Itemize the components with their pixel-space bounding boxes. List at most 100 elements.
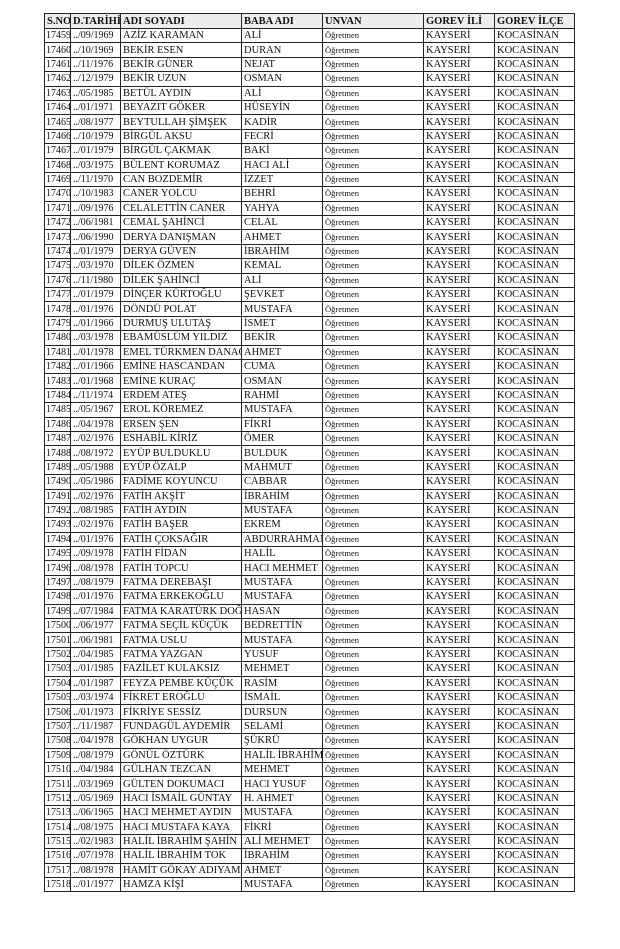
cell-sno: 17507 [44, 718, 71, 735]
cell-birth-date: ../02/1976 [70, 430, 121, 447]
cell-name: FİKRİYE SESSİZ [120, 704, 242, 720]
table-row: 17515 ../02/1983 HALİL İBRAHİM ŞAHİN ALİ ME… [44, 833, 575, 850]
cell-sno: 17484 [44, 387, 71, 404]
cell-father-name: MUSTAFA [241, 877, 323, 893]
cell-name: FATMA KARATÜRK DOĞRU [120, 603, 242, 620]
cell-birth-date: ../05/1988 [70, 459, 121, 476]
cell-district: KOCASİNAN [494, 862, 575, 879]
cell-name: GÜLTEN DOKUMACI [120, 776, 242, 792]
cell-sno: 17518 [44, 877, 71, 893]
cell-district: KOCASİNAN [494, 618, 575, 634]
cell-birth-date: ../10/1983 [70, 186, 121, 202]
cell-birth-date: ../05/1967 [70, 402, 121, 418]
cell-father-name: ALİ [241, 272, 323, 289]
cell-birth-date: ../06/1990 [70, 229, 121, 245]
cell-province: KAYSERİ [423, 315, 495, 332]
cell-sno: 17504 [44, 675, 71, 691]
cell-father-name: HALİL [241, 546, 323, 562]
cell-province: KAYSERİ [423, 301, 495, 317]
cell-province: KAYSERİ [423, 430, 495, 447]
cell-father-name: DURSUN [241, 704, 323, 720]
table-row: 17488 ../08/1972 EYÜP BULDUKLU BULDUK Öğretm… [44, 445, 575, 461]
cell-district: KOCASİNAN [494, 502, 575, 519]
cell-sno: 17505 [44, 689, 71, 706]
table-row: 17490 ../05/1986 FADİME KOYUNCU CABBAR Öğret… [44, 474, 575, 490]
cell-birth-date: ../01/1976 [70, 531, 121, 548]
cell-sno: 17487 [44, 430, 71, 447]
cell-birth-date: ../03/1970 [70, 258, 121, 274]
cell-district: KOCASİNAN [494, 761, 575, 778]
cell-province: KAYSERİ [423, 790, 495, 807]
cell-father-name: DURAN [241, 42, 323, 58]
cell-title: Öğretmen [322, 689, 424, 706]
cell-province: KAYSERİ [423, 618, 495, 634]
cell-province: KAYSERİ [423, 862, 495, 879]
cell-sno: 17480 [44, 330, 71, 346]
cell-name: HAMZA KİŞİ [120, 877, 242, 893]
cell-sno: 17465 [44, 114, 71, 130]
cell-birth-date: ../01/1973 [70, 704, 121, 720]
cell-province: KAYSERİ [423, 761, 495, 778]
cell-father-name: FECRİ [241, 128, 323, 145]
cell-father-name: İBRAHİM [241, 243, 323, 260]
cell-birth-date: ../03/1974 [70, 689, 121, 706]
cell-name: BEKİR UZUN [120, 71, 242, 87]
cell-father-name: EKREM [241, 517, 323, 533]
cell-sno: 17468 [44, 157, 71, 173]
cell-district: KOCASİNAN [494, 243, 575, 260]
cell-father-name: CELAL [241, 215, 323, 231]
cell-title: Öğretmen [322, 877, 424, 893]
table-row: 17509 ../08/1979 GÖNÜL ÖZTÜRK HALİL İBRAHİM… [44, 747, 575, 763]
cell-district: KOCASİNAN [494, 358, 575, 375]
table-row: 17482 ../01/1966 EMİNE HASCANDAN CUMA Öğretm… [44, 358, 575, 375]
cell-birth-date: ../08/1985 [70, 502, 121, 519]
header-birth-date: D.TARİHİ [70, 13, 121, 29]
cell-name: BEKİR GÜNER [120, 56, 242, 73]
cell-title: Öğretmen [322, 459, 424, 476]
table-row: 17513 ../06/1965 HACI MEHMET AYDIN MUSTAFA Ö… [44, 805, 575, 821]
cell-province: KAYSERİ [423, 99, 495, 116]
cell-birth-date: ../01/1979 [70, 243, 121, 260]
cell-birth-date: ../11/1970 [70, 171, 121, 188]
cell-title: Öğretmen [322, 200, 424, 217]
cell-birth-date: ../09/1969 [70, 27, 121, 44]
cell-birth-date: ../05/1969 [70, 790, 121, 807]
cell-title: Öğretmen [322, 56, 424, 73]
cell-district: KOCASİNAN [494, 143, 575, 159]
cell-province: KAYSERİ [423, 27, 495, 44]
cell-sno: 17510 [44, 761, 71, 778]
cell-province: KAYSERİ [423, 215, 495, 231]
cell-sno: 17475 [44, 258, 71, 274]
cell-father-name: MUSTAFA [241, 805, 323, 821]
cell-province: KAYSERİ [423, 387, 495, 404]
cell-sno: 17482 [44, 358, 71, 375]
cell-father-name: RASİM [241, 675, 323, 691]
table-row: 17494 ../01/1976 FATİH ÇOKSAĞIR ABDURRAHMAN… [44, 531, 575, 548]
cell-name: DİLEK ÖZMEN [120, 258, 242, 274]
cell-father-name: MAHMUT [241, 459, 323, 476]
cell-district: KOCASİNAN [494, 848, 575, 864]
cell-province: KAYSERİ [423, 402, 495, 418]
cell-title: Öğretmen [322, 704, 424, 720]
table-row: 17498 ../01/1976 FATMA ERKEKOĞLU MUSTAFA Öğr… [44, 589, 575, 605]
table-row: 17463 ../05/1985 BETÜL AYDIN ALİ Öğretmen KAY… [44, 85, 575, 101]
cell-sno: 17464 [44, 99, 71, 116]
cell-father-name: MEHMET [241, 761, 323, 778]
cell-sno: 17476 [44, 272, 71, 289]
cell-father-name: İBRAHİM [241, 488, 323, 504]
cell-name: FATİH AYDIN [120, 502, 242, 519]
cell-sno: 17506 [44, 704, 71, 720]
table-row: 17491 ../02/1976 FATİH AKŞİT İBRAHİM Öğretme… [44, 488, 575, 504]
cell-province: KAYSERİ [423, 517, 495, 533]
cell-birth-date: ../01/1968 [70, 373, 121, 389]
cell-title: Öğretmen [322, 99, 424, 116]
table-row: 17518 ../01/1977 HAMZA KİŞİ MUSTAFA Öğretmen… [44, 877, 575, 893]
cell-father-name: AHMET [241, 229, 323, 245]
table-row: 17470 ../10/1983 CANER YOLCU BEHRİ Öğretmen K… [44, 186, 575, 202]
cell-birth-date: ../02/1976 [70, 488, 121, 504]
cell-title: Öğretmen [322, 488, 424, 504]
cell-father-name: KEMAL [241, 258, 323, 274]
cell-name: EYÜP ÖZALP [120, 459, 242, 476]
cell-province: KAYSERİ [423, 877, 495, 893]
cell-district: KOCASİNAN [494, 445, 575, 461]
